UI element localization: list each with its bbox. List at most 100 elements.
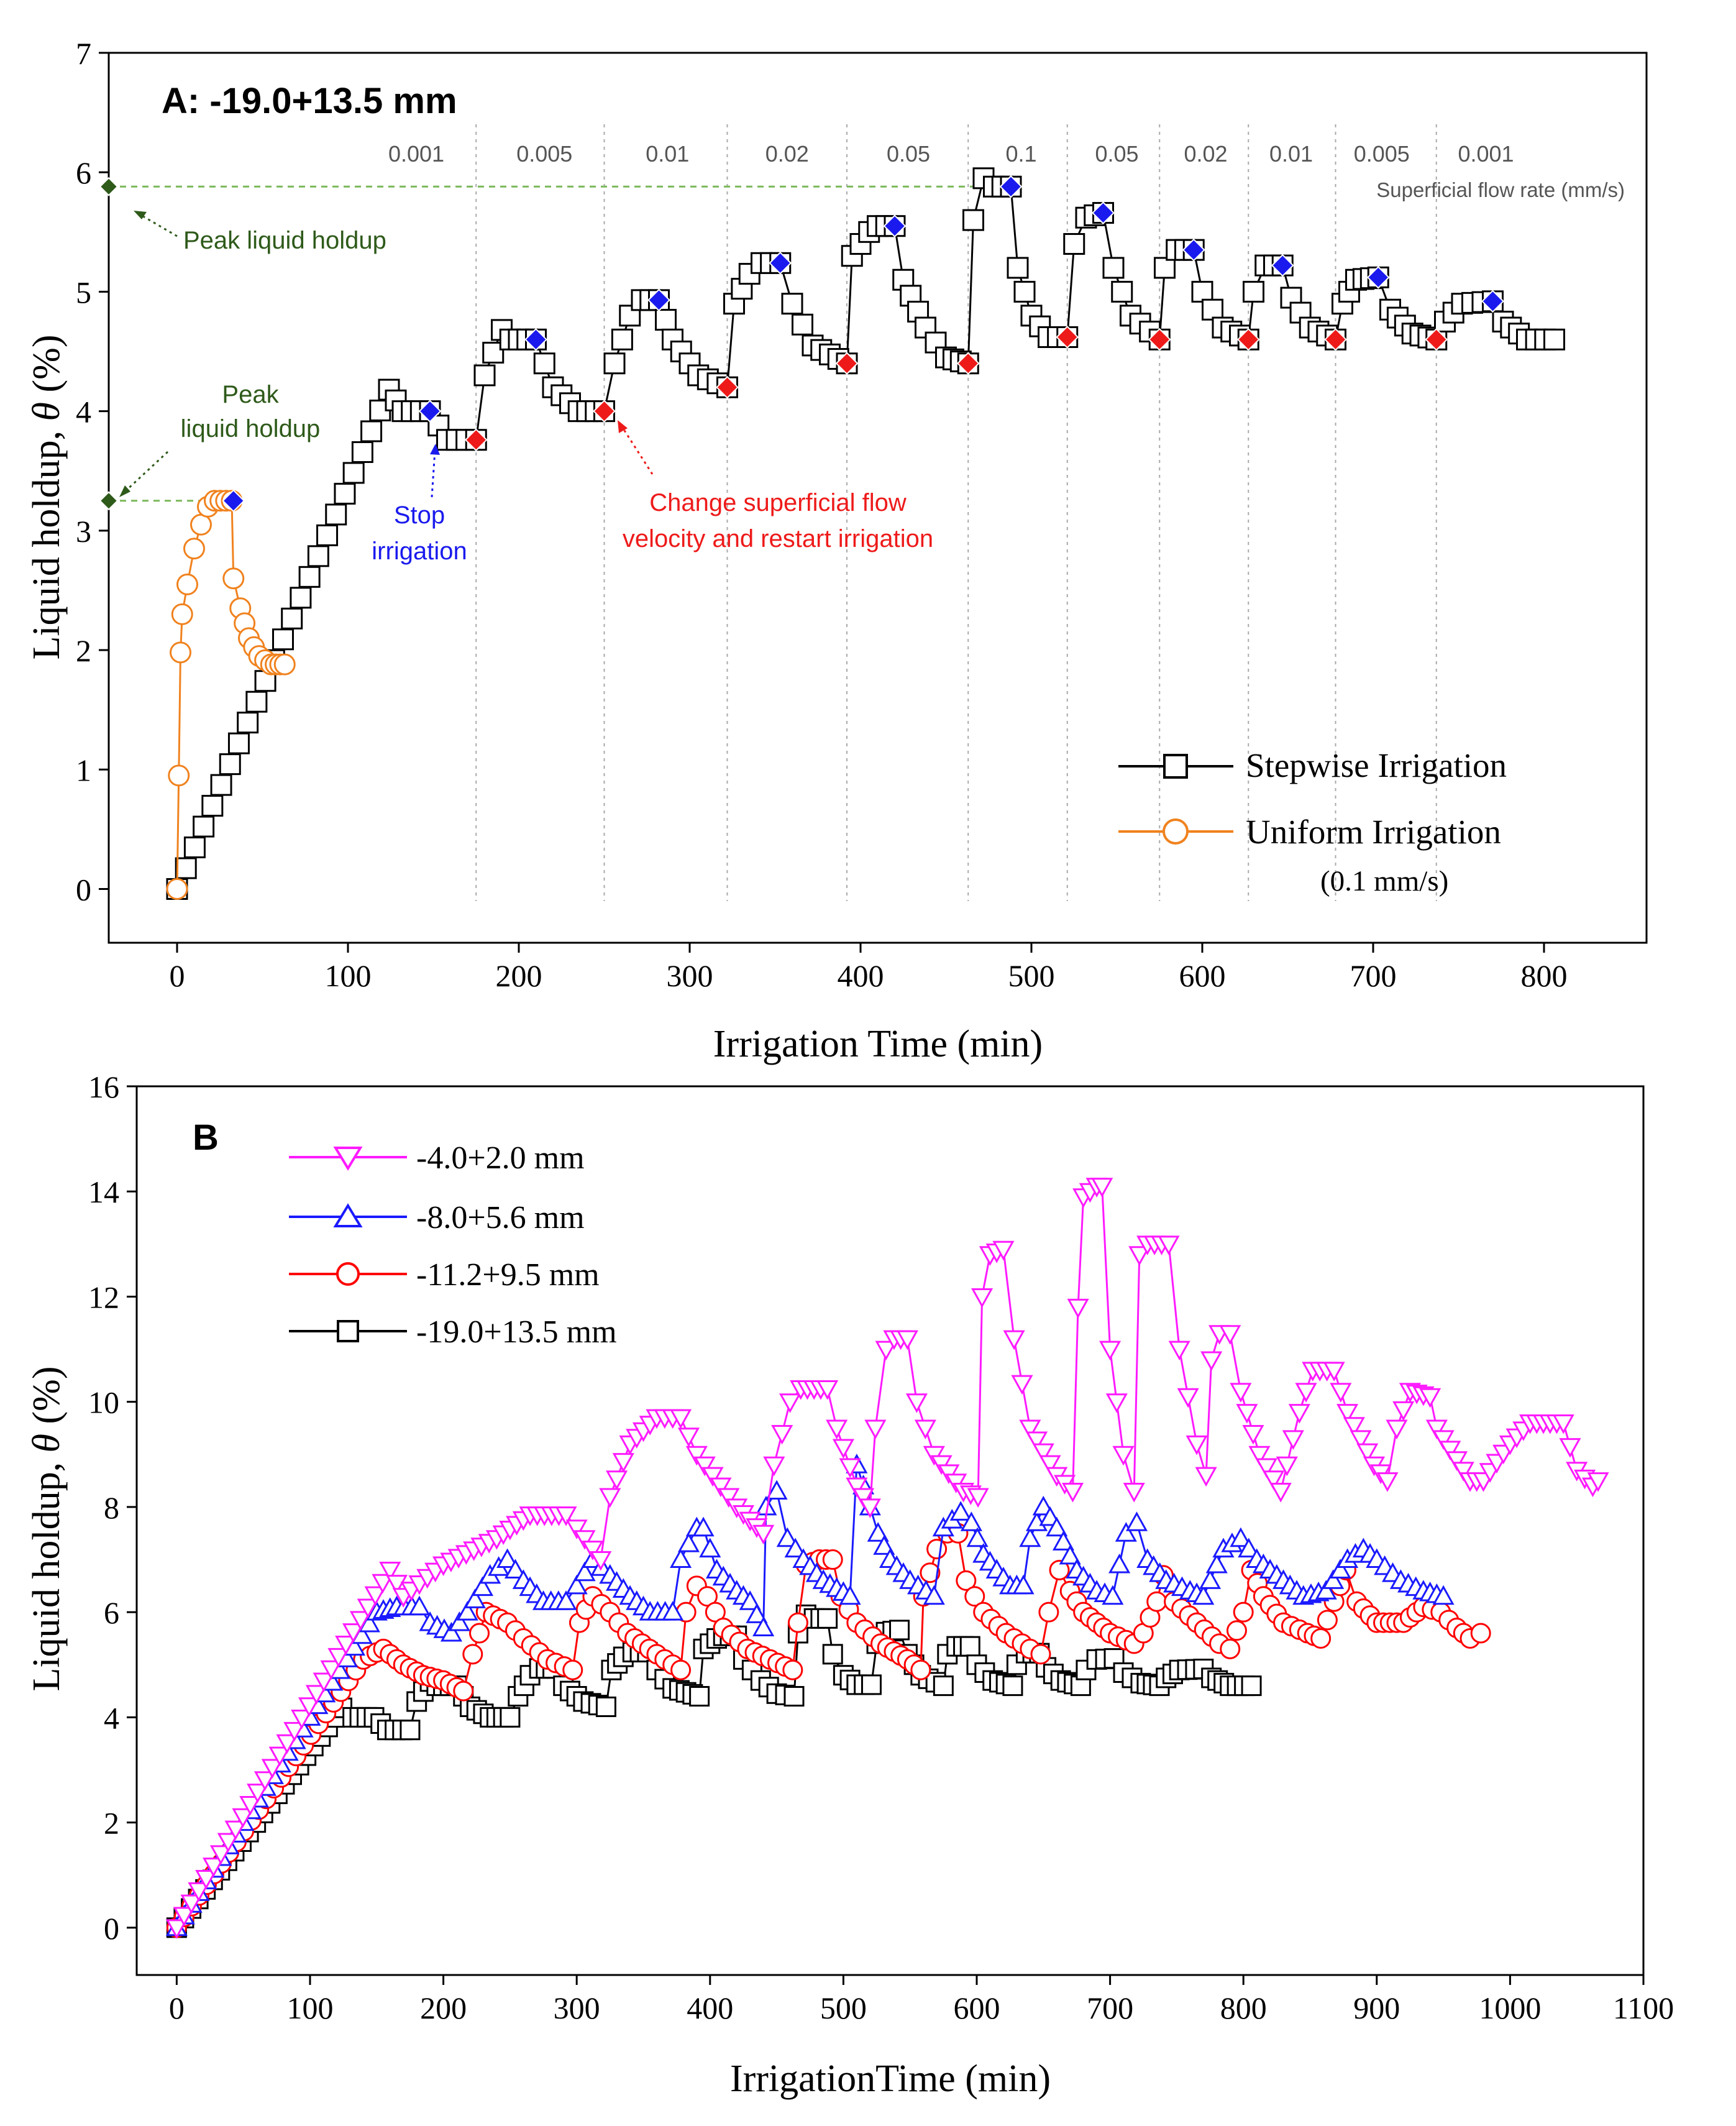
series-4-0-2-0mm-marker (771, 1424, 793, 1445)
stepwise-series-marker (237, 712, 259, 734)
series-4-0-2-0mm-marker (349, 1611, 372, 1631)
panel-b-y-title-unit: (%) (25, 1367, 68, 1434)
restart-irrigation-marker (1148, 328, 1171, 351)
stepwise-series-marker (1102, 257, 1125, 279)
series-4-0-2-0mm-marker (327, 1647, 350, 1668)
panel-b-y-tick-label: 10 (88, 1385, 119, 1420)
series-11-2-9-5mm-marker (697, 1586, 718, 1607)
series-8-0-5-6mm-marker (662, 1601, 684, 1621)
legend-b-s1-marker (333, 1147, 363, 1171)
series-8-0-5-6mm-marker (739, 1590, 761, 1610)
panel-b-plot-frame (135, 1085, 1645, 1976)
series-8-0-5-6mm-marker (408, 1595, 431, 1616)
series-4-0-2-0mm-marker (685, 1446, 708, 1466)
series-4-0-2-0mm-marker (816, 1380, 839, 1400)
series-8-0-5-6mm-marker (1205, 1553, 1228, 1574)
flow-rate-label: 0.005 (1354, 141, 1410, 167)
panel-a-y-tick-label: 6 (76, 155, 91, 190)
stepwise-series-marker (781, 293, 803, 315)
series-4-0-2-0mm-marker (852, 1488, 875, 1508)
stop-irrigation-marker (1182, 238, 1205, 262)
restart-irrigation-marker (956, 352, 980, 375)
series-4-0-2-0mm-marker (1552, 1414, 1574, 1434)
panel-b-y-tick-label: 8 (104, 1490, 119, 1525)
series-4-0-2-0mm-marker (826, 1419, 848, 1440)
series-8-0-5-6mm-marker (949, 1501, 972, 1521)
series-4-0-2-0mm-marker (188, 1882, 210, 1902)
panel-b-x-tick-label: 900 (1353, 1991, 1400, 2025)
series-11-2-9-5mm-marker (1310, 1628, 1332, 1649)
panel-a-peak-guides (99, 176, 997, 511)
series-19-0-13-5mm-marker (933, 1675, 954, 1697)
series-8-0-5-6mm-marker (1315, 1580, 1337, 1600)
panel-b-x-tick-label: 1000 (1479, 1991, 1541, 2025)
panel-b-legend: -4.0+2.0 mm -8.0+5.6 mm -11.2+9.5 mm -19… (289, 1140, 617, 1350)
legend-b-s3-label: -11.2+9.5 mm (416, 1257, 600, 1293)
uniform-series-marker (171, 603, 193, 625)
panel-a-x-tick-label: 600 (1179, 958, 1226, 993)
legend-b-s4-label: -19.0+13.5 mm (416, 1314, 617, 1350)
series-4-0-2-0mm-marker (1425, 1419, 1448, 1440)
series-8-0-5-6mm-marker (573, 1561, 596, 1582)
legend-b-s4-marker (337, 1320, 359, 1342)
series-8-0-5-6mm-marker (966, 1527, 989, 1547)
series-19-0-13-5mm-marker (817, 1608, 838, 1629)
series-4-0-2-0mm-marker (1288, 1404, 1310, 1424)
series-4-0-2-0mm-marker (1392, 1401, 1415, 1421)
flow-rate-label: 0.005 (516, 141, 572, 167)
series-8-0-5-6mm-marker (1059, 1544, 1081, 1565)
panel-a-y-tick-label: 4 (76, 395, 91, 429)
change-annotation-line1: Change superficial flow (649, 489, 907, 516)
series-8-0-5-6mm-marker (960, 1511, 982, 1531)
series-4-0-2-0mm-marker (1446, 1451, 1468, 1471)
stepwise-series-marker (1111, 280, 1133, 303)
series-4-0-2-0mm-marker (1112, 1446, 1135, 1466)
flow-rate-label: 0.01 (1269, 141, 1313, 167)
uniform-series-marker (176, 573, 198, 595)
series-8-0-5-6mm-marker (1102, 1585, 1124, 1605)
panel-b-x-tick-label: 200 (420, 1991, 467, 2025)
series-4-0-2-0mm-marker (217, 1833, 239, 1853)
stepwise-series-marker (316, 524, 339, 546)
series-8-0-5-6mm-marker (1322, 1569, 1345, 1589)
stepwise-series-marker (227, 732, 250, 754)
series-8-0-5-6mm-marker (555, 1590, 577, 1610)
series-4-0-2-0mm-marker (298, 1697, 321, 1717)
series-8-0-5-6mm-marker (765, 1480, 788, 1500)
series-11-2-9-5mm-marker (1470, 1623, 1491, 1644)
series-4-0-2-0mm-marker (1269, 1483, 1292, 1503)
panel-b-x-tick-label: 100 (286, 1991, 333, 2025)
series-8-0-5-6mm-marker (456, 1601, 478, 1621)
panel-b-y-axis-title: Liquid holdup, θ (%) (25, 1367, 68, 1692)
series-4-0-2-0mm-marker (320, 1660, 342, 1680)
stepwise-series-marker (219, 753, 241, 776)
panel-a-y-title-main: Liquid holdup, (25, 421, 68, 659)
series-4-0-2-0mm-marker (239, 1795, 262, 1816)
stepwise-series-marker (281, 607, 303, 630)
peak-marker (99, 176, 119, 196)
series-4-0-2-0mm-marker (268, 1746, 291, 1767)
flow-rate-label: 0.01 (646, 141, 689, 167)
panel-a-y-tick-label: 5 (76, 275, 91, 309)
panel-b-y-tick-label: 16 (88, 1070, 119, 1104)
series-4-0-2-0mm-marker (779, 1393, 802, 1413)
series-4-0-2-0mm-marker (1587, 1472, 1609, 1492)
panel-a-x-tick-label: 800 (1521, 958, 1568, 993)
stop-irrigation-marker (647, 288, 670, 312)
flow-rate-label: 0.001 (1458, 141, 1514, 167)
series-8-0-5-6mm-marker (1026, 1511, 1048, 1531)
series-8-0-5-6mm-marker (923, 1585, 945, 1605)
stepwise-series-marker (298, 566, 321, 588)
uniform-series-marker (170, 641, 191, 664)
panel-a-y-tick-label: 0 (76, 873, 91, 907)
panel-b-x-tick-label: 600 (953, 1991, 1000, 2025)
panel-a-series (166, 167, 1565, 900)
panel-b-y-tick-label: 2 (104, 1806, 119, 1841)
series-4-0-2-0mm-marker (914, 1419, 936, 1440)
series-8-0-5-6mm-marker (565, 1574, 588, 1595)
series-4-0-2-0mm-marker (1200, 1351, 1223, 1372)
panel-b-x-tick-label: 700 (1087, 1991, 1133, 2025)
series-8-0-5-6mm-marker (1108, 1553, 1131, 1574)
series-11-2-9-5mm-marker (453, 1680, 474, 1702)
series-8-0-5-6mm-marker (839, 1585, 861, 1605)
